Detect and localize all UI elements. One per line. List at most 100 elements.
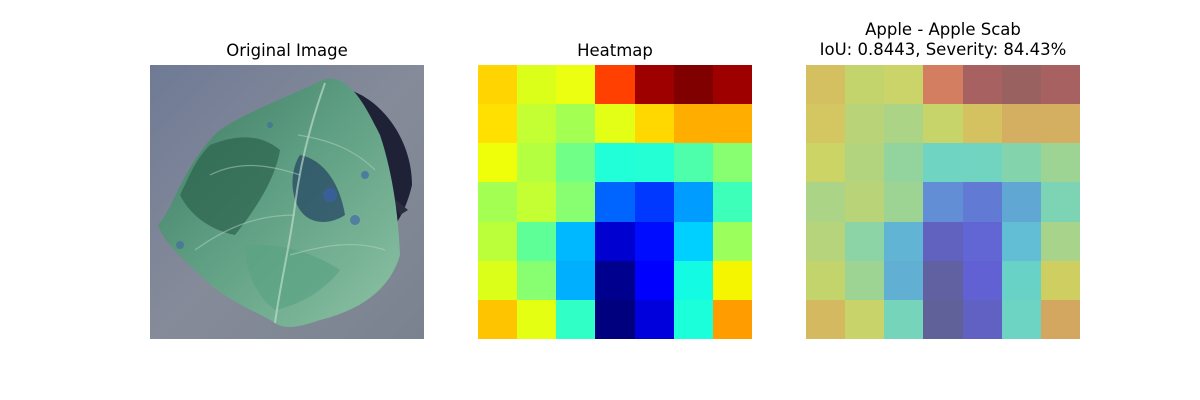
overlay-cell bbox=[1041, 143, 1080, 182]
leaf-photo bbox=[150, 65, 424, 339]
heatmap-cell bbox=[713, 65, 752, 104]
heatmap-cell bbox=[556, 65, 595, 104]
overlay-cell bbox=[1041, 222, 1080, 261]
heatmap-cell bbox=[595, 143, 634, 182]
heatmap-cell bbox=[713, 182, 752, 221]
heatmap-cell bbox=[674, 182, 713, 221]
heatmap-cell bbox=[713, 300, 752, 339]
heatmap-cell bbox=[478, 182, 517, 221]
overlay-cell bbox=[1002, 300, 1041, 339]
heatmap-cell bbox=[517, 182, 556, 221]
overlay-cell bbox=[884, 143, 923, 182]
overlay-heatmap bbox=[806, 65, 1080, 339]
overlay-title: Apple - Apple Scab IoU: 0.8443, Severity… bbox=[746, 20, 1140, 60]
overlay-cell bbox=[884, 65, 923, 104]
heatmap-cell bbox=[595, 300, 634, 339]
overlay-cell bbox=[923, 65, 962, 104]
overlay-cell bbox=[963, 65, 1002, 104]
heatmap-cell bbox=[478, 143, 517, 182]
heatmap-grid bbox=[478, 65, 752, 339]
overlay-cell bbox=[923, 300, 962, 339]
overlay-cell bbox=[923, 261, 962, 300]
original-image-panel: Original Image bbox=[150, 0, 424, 400]
heatmap-cell bbox=[556, 182, 595, 221]
heatmap-cell bbox=[478, 104, 517, 143]
overlay-cell bbox=[884, 261, 923, 300]
overlay-cell bbox=[1041, 65, 1080, 104]
heatmap-cell bbox=[635, 65, 674, 104]
overlay-cell bbox=[845, 104, 884, 143]
overlay-cell bbox=[845, 182, 884, 221]
overlay-cell bbox=[806, 104, 845, 143]
heatmap-cell bbox=[674, 261, 713, 300]
overlay-cell bbox=[1041, 261, 1080, 300]
overlay-cell bbox=[1041, 300, 1080, 339]
heatmap-cell bbox=[713, 104, 752, 143]
heatmap bbox=[478, 65, 752, 339]
heatmap-cell bbox=[595, 182, 634, 221]
heatmap-cell bbox=[635, 104, 674, 143]
overlay-cell bbox=[963, 143, 1002, 182]
heatmap-cell bbox=[674, 65, 713, 104]
heatmap-cell bbox=[478, 222, 517, 261]
heatmap-cell bbox=[674, 222, 713, 261]
overlay-cell bbox=[963, 104, 1002, 143]
overlay-cell bbox=[963, 182, 1002, 221]
overlay-panel: Apple - Apple Scab IoU: 0.8443, Severity… bbox=[806, 0, 1080, 400]
overlay-title-line2: IoU: 0.8443, Severity: 84.43% bbox=[746, 40, 1140, 60]
overlay-cell bbox=[845, 300, 884, 339]
overlay-cell bbox=[923, 182, 962, 221]
overlay-cell bbox=[1002, 65, 1041, 104]
overlay-cell bbox=[845, 222, 884, 261]
heatmap-cell bbox=[556, 143, 595, 182]
heatmap-cell bbox=[478, 300, 517, 339]
heatmap-cell bbox=[635, 300, 674, 339]
heatmap-cell bbox=[635, 261, 674, 300]
heatmap-cell bbox=[556, 222, 595, 261]
overlay-cell bbox=[1002, 182, 1041, 221]
overlay-cell bbox=[1002, 261, 1041, 300]
heatmap-cell bbox=[517, 65, 556, 104]
overlay-cell bbox=[845, 65, 884, 104]
overlay-cell bbox=[1041, 104, 1080, 143]
heatmap-cell bbox=[635, 143, 674, 182]
heatmap-cell bbox=[595, 65, 634, 104]
heatmap-cell bbox=[635, 182, 674, 221]
overlay-cell bbox=[806, 222, 845, 261]
overlay-cell bbox=[923, 143, 962, 182]
heatmap-cell bbox=[556, 300, 595, 339]
heatmap-cell bbox=[517, 261, 556, 300]
overlay-cell bbox=[923, 104, 962, 143]
overlay-cell bbox=[884, 300, 923, 339]
overlay-cell bbox=[1002, 104, 1041, 143]
heatmap-cell bbox=[556, 261, 595, 300]
heatmap-cell bbox=[595, 104, 634, 143]
overlay-cell bbox=[923, 222, 962, 261]
heatmap-cell bbox=[478, 261, 517, 300]
heatmap-cell bbox=[595, 222, 634, 261]
heatmap-cell bbox=[713, 222, 752, 261]
heatmap-cell bbox=[674, 104, 713, 143]
heatmap-cell bbox=[556, 104, 595, 143]
heatmap-cell bbox=[713, 143, 752, 182]
overlay-grid bbox=[806, 65, 1080, 339]
heatmap-cell bbox=[674, 143, 713, 182]
original-image bbox=[150, 65, 424, 339]
overlay-cell bbox=[884, 222, 923, 261]
heatmap-cell bbox=[517, 222, 556, 261]
overlay-cell bbox=[963, 300, 1002, 339]
overlay-cell bbox=[845, 143, 884, 182]
heatmap-cell bbox=[674, 300, 713, 339]
heatmap-panel: Heatmap bbox=[478, 0, 752, 400]
overlay-cell bbox=[963, 261, 1002, 300]
overlay-cell bbox=[884, 182, 923, 221]
overlay-cell bbox=[806, 300, 845, 339]
heatmap-cell bbox=[713, 261, 752, 300]
heatmap-cell bbox=[478, 65, 517, 104]
overlay-cell bbox=[806, 182, 845, 221]
heatmap-cell bbox=[517, 104, 556, 143]
overlay-cell bbox=[1041, 182, 1080, 221]
overlay-cell bbox=[1002, 222, 1041, 261]
overlay-title-line1: Apple - Apple Scab bbox=[746, 20, 1140, 40]
overlay-cell bbox=[806, 65, 845, 104]
